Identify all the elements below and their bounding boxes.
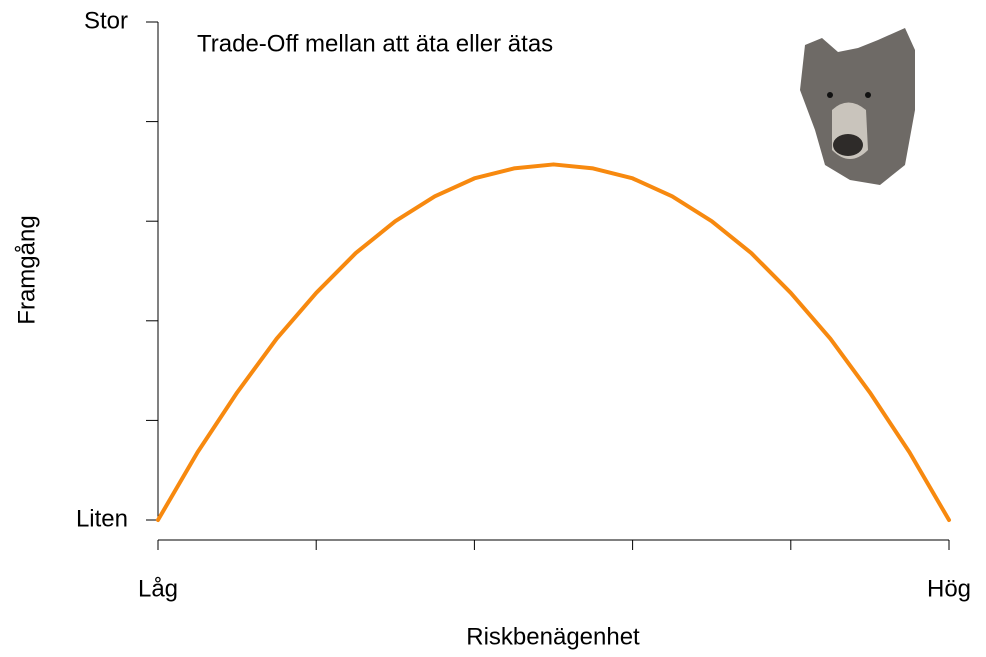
chart: Trade-Off mellan att äta eller ätas Risk… — [0, 0, 986, 657]
x-axis-label: Riskbenägenhet — [466, 623, 640, 650]
x-tick-label: Låg — [138, 575, 178, 602]
y-tick-label: Liten — [76, 505, 128, 532]
curve — [158, 164, 949, 520]
boar-illustration — [800, 28, 915, 185]
x-tick-label: Hög — [927, 575, 971, 602]
page: {"chart_data": {"type": "line", "title":… — [0, 0, 986, 657]
chart-title: Trade-Off mellan att äta eller ätas — [197, 30, 553, 57]
y-tick-label: Stor — [84, 7, 128, 34]
y-axis-label: Framgång — [13, 215, 40, 324]
